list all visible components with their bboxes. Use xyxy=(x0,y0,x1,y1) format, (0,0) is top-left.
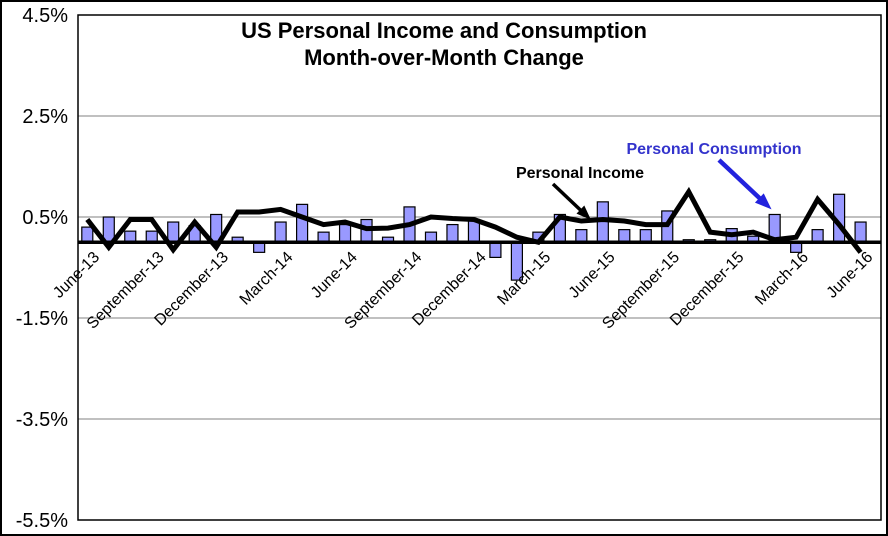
x-axis-label: June-16 xyxy=(823,249,876,302)
income-arrow-head xyxy=(576,205,592,220)
bar-consumption-May-15 xyxy=(575,229,588,243)
bar-consumption-October-13 xyxy=(167,221,180,243)
chart-title-line2: Month-over-Month Change xyxy=(304,45,584,70)
personal-consumption-annotation: Personal Consumption xyxy=(626,141,802,158)
chart-title-line1: US Personal Income and Consumption xyxy=(241,18,647,43)
bar-consumption-April-16 xyxy=(811,229,824,243)
bar-consumption-June-14 xyxy=(338,223,352,243)
y-axis-label: 2.5% xyxy=(22,106,68,128)
bar-consumption-August-15 xyxy=(639,229,652,243)
y-axis-label: 0.5% xyxy=(22,207,68,229)
consumption-arrow-head xyxy=(754,193,772,210)
y-axis-label: 4.5% xyxy=(22,5,68,27)
bar-consumption-November-14 xyxy=(446,223,459,243)
plot-border xyxy=(77,14,882,521)
bar-consumption-June-13 xyxy=(81,226,94,243)
consumption-arrow-shaft xyxy=(717,158,763,202)
personal-income-line xyxy=(85,186,863,255)
x-axis-label: June-15 xyxy=(566,249,619,302)
y-axis-label: -3.5% xyxy=(16,409,68,431)
x-axis-label: June-13 xyxy=(50,249,103,302)
personal-income-annotation: Personal Income xyxy=(515,165,645,182)
income-arrow-shaft xyxy=(551,182,584,213)
chart-title: US Personal Income and Consumption Month… xyxy=(2,17,886,71)
bar-consumption-April-14 xyxy=(296,203,309,243)
y-axis-label: -5.5% xyxy=(16,510,68,532)
x-axis-label: June-14 xyxy=(308,249,361,302)
bar-consumption-March-14 xyxy=(274,221,287,243)
y-axis-label: -1.5% xyxy=(16,308,68,330)
bar-consumption-January-15 xyxy=(489,241,502,258)
bar-consumption-July-15 xyxy=(618,229,631,243)
bar-consumption-June-16 xyxy=(854,221,867,243)
x-axis-label: March-16 xyxy=(752,249,812,309)
x-axis-label: March-14 xyxy=(237,249,297,309)
x-axis-label: March-15 xyxy=(494,249,554,309)
